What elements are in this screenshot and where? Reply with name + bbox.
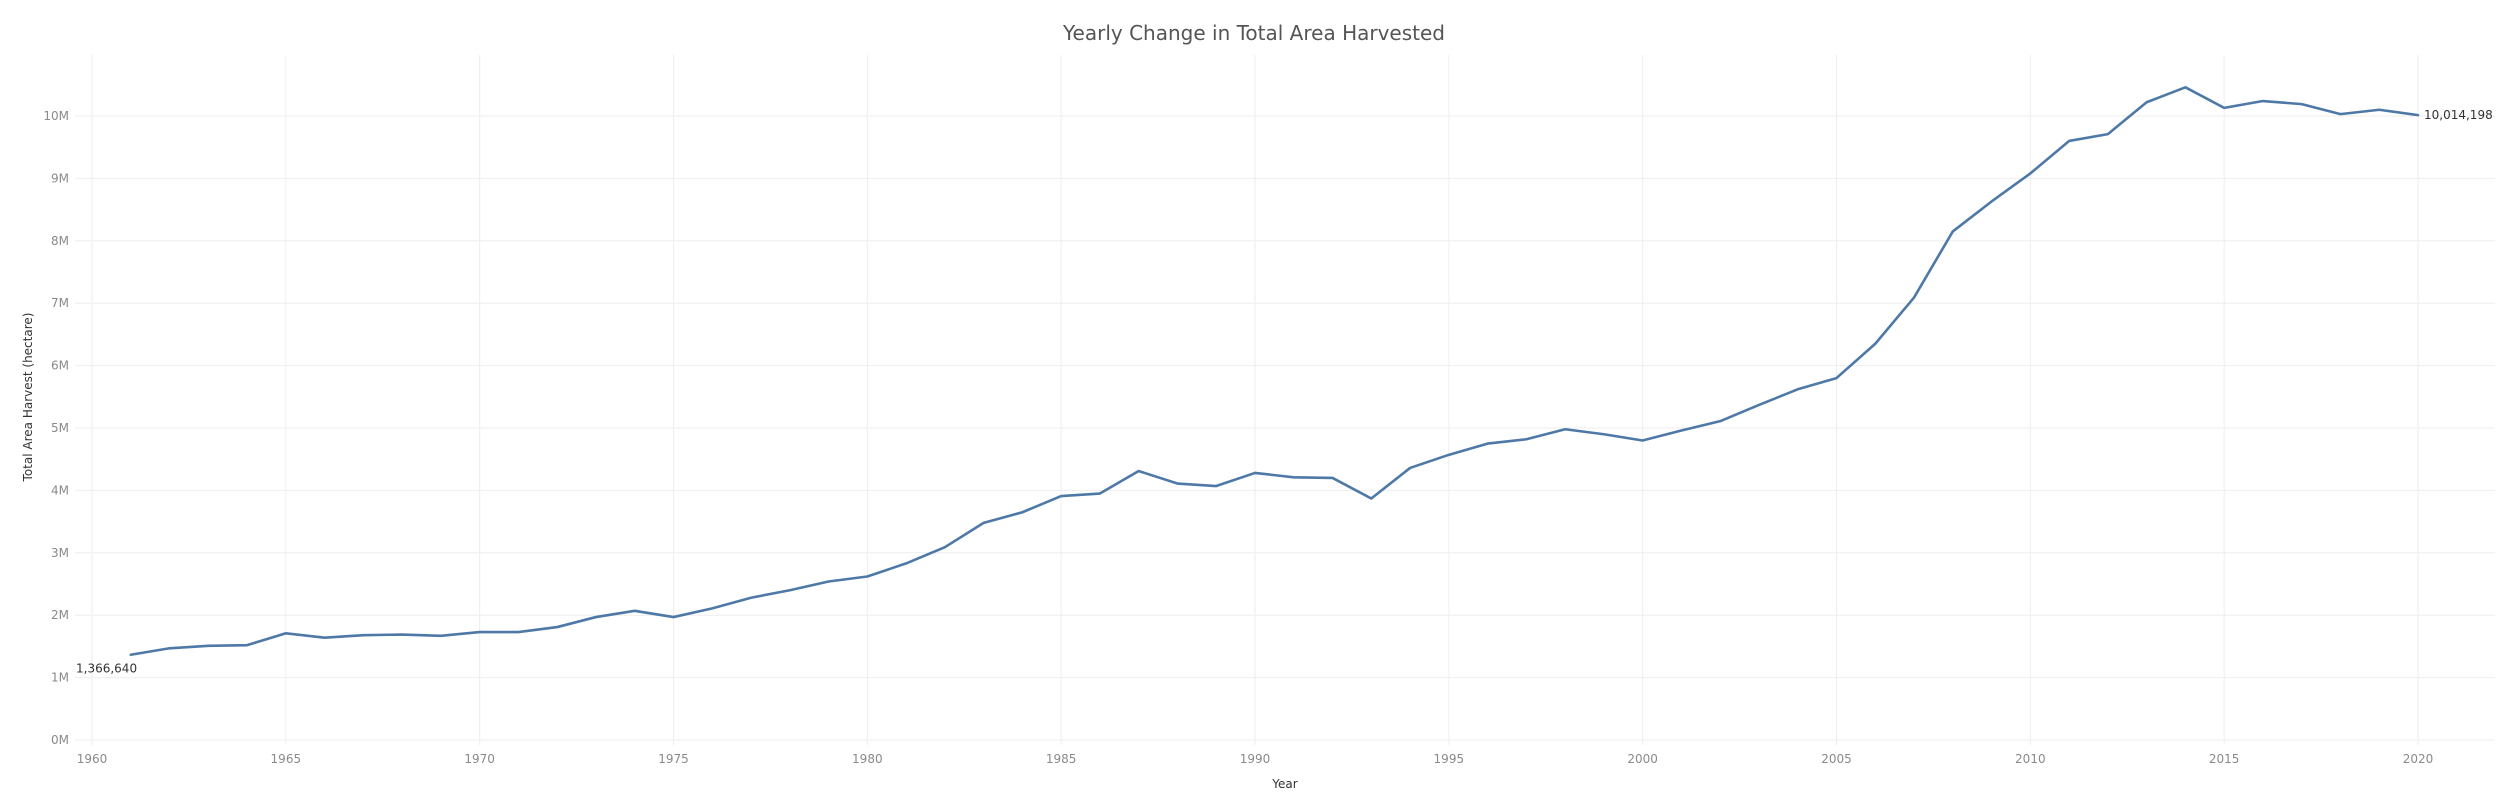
- y-tick-label: 1M: [51, 671, 69, 685]
- chart-title: Yearly Change in Total Area Harvested: [1062, 21, 1445, 45]
- y-tick-label: 9M: [51, 171, 69, 185]
- y-axis-ticks: 0M 1M 2M 3M 4M 5M 6M 7M 8M 9M 10M: [43, 109, 69, 747]
- x-tick-label: 2010: [2015, 752, 2046, 766]
- data-label: 1,366,640: [76, 662, 137, 676]
- y-tick-label: 7M: [51, 296, 69, 310]
- y-tick-label: 2M: [51, 608, 69, 622]
- grid: [75, 55, 2495, 745]
- y-tick-label: 8M: [51, 234, 69, 248]
- x-tick-label: 1975: [658, 752, 689, 766]
- x-tick-label: 1965: [271, 752, 302, 766]
- y-tick-label: 3M: [51, 546, 69, 560]
- y-tick-label: 0M: [51, 733, 69, 747]
- data-label: 10,014,198: [2424, 108, 2493, 122]
- x-tick-label: 1985: [1046, 752, 1077, 766]
- x-tick-label: 2015: [2209, 752, 2240, 766]
- x-axis-ticks: 1960 1965 1970 1975 1980 1985 1990 1995 2000 2005…: [77, 752, 2434, 766]
- y-tick-label: 4M: [51, 483, 69, 497]
- y-tick-label: 5M: [51, 421, 69, 435]
- x-tick-label: 1980: [852, 752, 883, 766]
- series-line: [129, 86, 2420, 657]
- y-axis-title: Total Area Harvest (hectare): [21, 313, 35, 483]
- x-tick-label: 1970: [464, 752, 495, 766]
- data-labels: 1,366,640 10,014,198: [76, 108, 2493, 676]
- x-tick-label: 1990: [1240, 752, 1271, 766]
- x-tick-label: 2005: [1821, 752, 1852, 766]
- x-tick-label: 1995: [1434, 752, 1465, 766]
- x-axis-title: Year: [1271, 777, 1297, 791]
- x-tick-label: 1960: [77, 752, 108, 766]
- x-tick-label: 2000: [1627, 752, 1658, 766]
- y-tick-label: 6M: [51, 359, 69, 373]
- x-tick-label: 2020: [2403, 752, 2434, 766]
- y-tick-label: 10M: [43, 109, 69, 123]
